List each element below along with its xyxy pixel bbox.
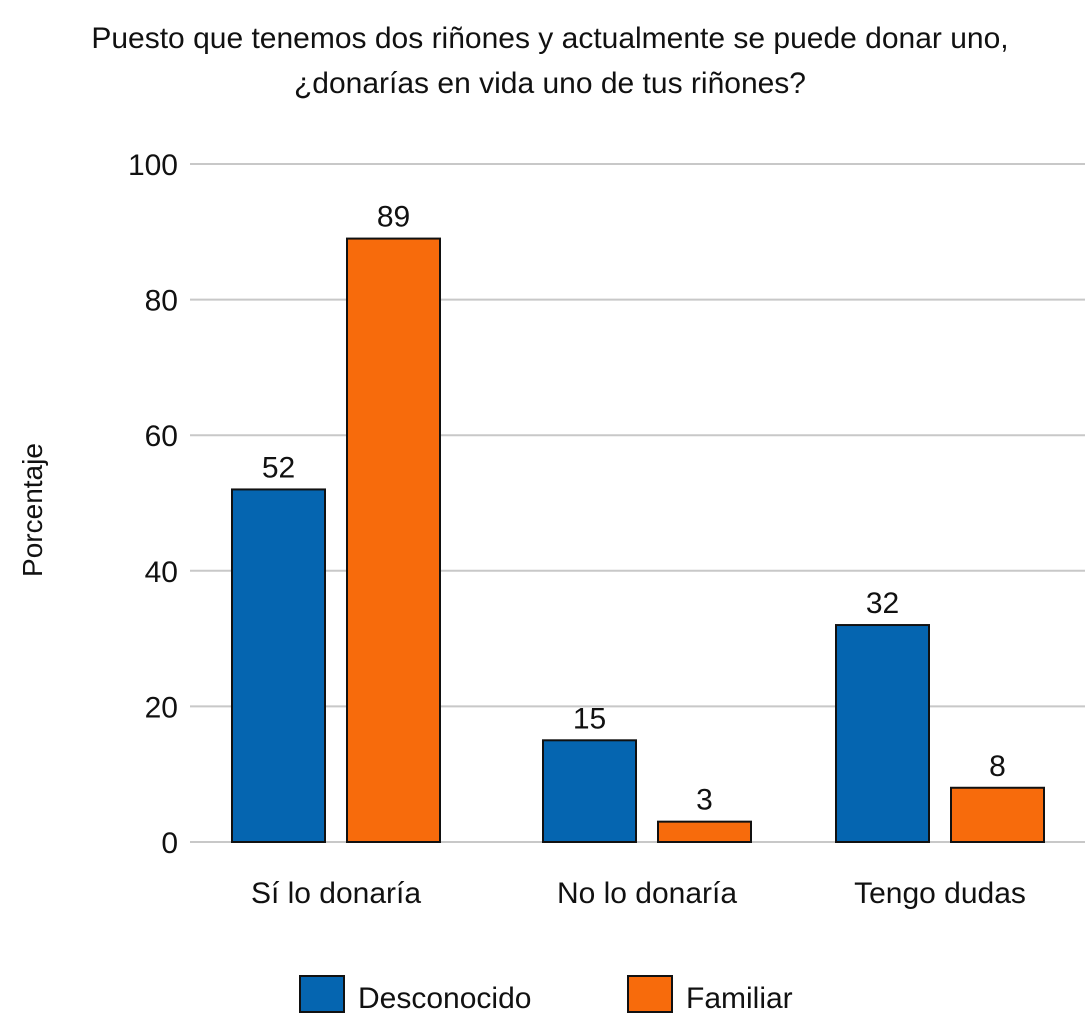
data-label: 32 <box>866 587 899 620</box>
y-axis-label: Porcentaje <box>17 443 48 577</box>
bar-desconocido-1 <box>231 488 326 843</box>
x-tick-label: Sí lo donaría <box>251 877 421 910</box>
y-tick-label: 40 <box>145 556 178 589</box>
bar-desconocido-3 <box>835 624 930 843</box>
bar-desconocido-2 <box>542 739 637 843</box>
data-label: 89 <box>377 201 410 234</box>
y-tick-label: 80 <box>145 285 178 318</box>
data-label: 52 <box>262 451 295 484</box>
y-tick-label: 60 <box>145 420 178 453</box>
bar-familiar-3 <box>950 786 1045 844</box>
legend-label-familiar: Familiar <box>686 982 793 1015</box>
x-tick-label: Tengo dudas <box>854 877 1026 910</box>
legend-swatch-desconocido <box>299 975 345 1013</box>
data-label: 3 <box>696 784 713 817</box>
legend-swatch-familiar <box>627 975 673 1013</box>
data-label: 8 <box>989 750 1006 783</box>
chart-title-line-2: ¿donarías en vida uno de tus riñones? <box>294 67 806 100</box>
y-tick-label: 0 <box>161 827 178 860</box>
bar-familiar-1 <box>346 237 441 843</box>
bar-familiar-2 <box>657 820 752 843</box>
x-tick-label: No lo donaría <box>557 877 737 910</box>
legend-label-desconocido: Desconocido <box>358 982 531 1015</box>
data-label: 15 <box>573 702 606 735</box>
chart-title-line-1: Puesto que tenemos dos riñones y actualm… <box>91 22 1008 55</box>
y-tick-label: 100 <box>128 149 178 182</box>
y-tick-label: 20 <box>145 691 178 724</box>
